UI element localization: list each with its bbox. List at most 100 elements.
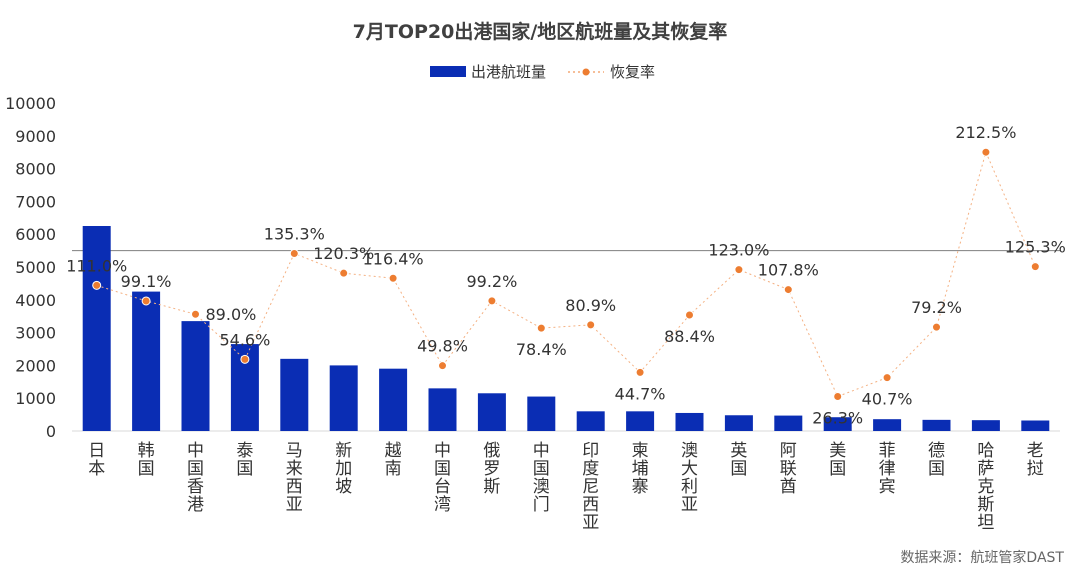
y-tick-label: 0 <box>46 422 56 441</box>
recovery-data-label: 99.1% <box>121 272 172 291</box>
y-tick-label: 8000 <box>15 160 56 179</box>
y-tick-label: 4000 <box>15 291 56 310</box>
recovery-point <box>536 323 546 333</box>
category-label: 德国 <box>928 441 945 479</box>
category-label: 老挝 <box>1027 441 1044 479</box>
recovery-data-label: 49.8% <box>417 337 468 356</box>
recovery-data-label: 135.3% <box>264 224 325 243</box>
data-labels: 111.0%99.1% 89.0% 54.6% 135.3%120.3%116.4% 4… <box>66 123 1066 427</box>
y-tick-label: 5000 <box>15 258 56 277</box>
y-tick-label: 2000 <box>15 356 56 375</box>
y-tick-label: 3000 <box>15 324 56 343</box>
source-note: 数据来源：航班管家DAST <box>900 550 1064 566</box>
category-label: 越南 <box>385 441 402 479</box>
bar-series <box>82 226 1050 431</box>
category-label: 柬埔寨 <box>632 441 649 497</box>
recovery-point <box>191 309 200 319</box>
y-tick-label: 10000 <box>5 94 56 113</box>
recovery-point <box>1030 262 1040 272</box>
category-label: 英国 <box>730 441 747 479</box>
recovery-data-label: 78.4% <box>516 340 567 359</box>
recovery-data-label: 111.0% <box>66 256 127 275</box>
chart-title: 7月TOP20出港国家/地区航班量及其恢复率 <box>353 20 728 43</box>
y-tick-label: 6000 <box>15 225 56 244</box>
recovery-data-label: 123.0% <box>708 241 769 260</box>
category-label: 韩国 <box>138 441 155 479</box>
category-label: 泰国 <box>236 441 253 479</box>
legend-bar-label: 出港航班量 <box>471 63 546 81</box>
recovery-point <box>339 268 349 278</box>
category-label: 印度尼西亚 <box>582 441 599 533</box>
bar <box>132 291 161 431</box>
recovery-point <box>783 285 793 295</box>
recovery-data-label: 54.6% <box>219 330 270 349</box>
bar <box>626 411 655 431</box>
recovery-data-label: 116.4% <box>363 249 424 268</box>
recovery-data-label: 79.2% <box>911 298 962 317</box>
legend-line-label: 恢复率 <box>610 63 655 81</box>
recovery-data-label: 80.9% <box>565 296 616 315</box>
bar <box>873 419 902 431</box>
bar <box>181 321 210 431</box>
recovery-data-label: 125.3% <box>1005 238 1066 257</box>
category-label: 中国香港 <box>187 441 204 515</box>
y-tick-label: 9000 <box>15 127 56 146</box>
recovery-point <box>981 147 991 157</box>
recovery-point <box>833 391 843 401</box>
bar <box>527 396 556 431</box>
category-label: 阿联酋 <box>780 441 797 497</box>
bar <box>477 393 506 431</box>
recovery-data-label: 107.8% <box>758 261 819 280</box>
recovery-point <box>932 322 941 332</box>
category-label: 中国澳门 <box>533 441 550 515</box>
recovery-point <box>487 296 497 306</box>
recovery-point <box>289 248 299 258</box>
recovery-point <box>685 310 694 320</box>
recovery-data-label: 89.0% <box>206 305 257 324</box>
bar <box>379 368 408 431</box>
bar <box>1021 420 1050 431</box>
recovery-data-label: 88.4% <box>664 327 715 346</box>
bar <box>329 365 358 431</box>
recovery-data-label: 26.3% <box>812 408 863 427</box>
bar <box>82 226 111 431</box>
category-label: 哈萨克斯坦 <box>977 441 994 533</box>
recovery-point <box>92 280 102 290</box>
recovery-data-label: 44.7% <box>615 384 666 403</box>
recovery-point <box>882 373 892 383</box>
bar <box>774 415 803 431</box>
legend-line-marker <box>582 68 590 76</box>
category-label: 美国 <box>829 441 846 479</box>
bar <box>576 411 605 431</box>
legend-bar-swatch <box>430 66 466 77</box>
recovery-data-label: 120.3% <box>313 244 374 263</box>
category-label: 俄罗斯 <box>483 441 500 497</box>
recovery-data-label: 212.5% <box>955 123 1016 142</box>
category-label: 中国台湾 <box>434 441 451 515</box>
recovery-point <box>586 320 596 330</box>
category-label: 澳大利亚 <box>681 441 698 515</box>
bar <box>724 415 753 431</box>
y-tick-label: 1000 <box>15 389 56 408</box>
recovery-point <box>240 354 250 364</box>
recovery-point <box>635 367 645 377</box>
bar <box>675 412 704 431</box>
recovery-point <box>438 361 447 371</box>
bar <box>428 388 457 431</box>
y-axis: 0 1000 2000 3000 4000 5000 6000 7000 8000 9000 100… <box>5 94 1060 441</box>
category-label: 菲律宾 <box>879 441 896 497</box>
recovery-line-series <box>92 147 1040 401</box>
category-label: 日本 <box>88 441 105 479</box>
recovery-data-label: 99.2% <box>466 272 517 291</box>
recovery-data-label: 40.7% <box>862 390 913 409</box>
category-label: 新加坡 <box>335 441 352 497</box>
bar <box>971 420 1000 431</box>
bar <box>823 417 852 431</box>
y-tick-label: 7000 <box>15 192 56 211</box>
category-label: 马来西亚 <box>286 441 303 515</box>
recovery-point <box>388 273 398 283</box>
recovery-point <box>141 296 151 306</box>
bar <box>280 358 309 431</box>
